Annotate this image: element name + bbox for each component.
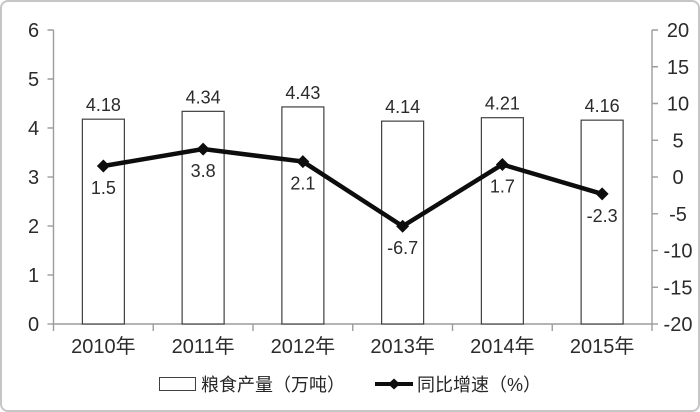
legend-item-growth-rate: 同比增速（%） <box>374 371 541 397</box>
bar-value-label: 4.18 <box>86 95 121 115</box>
x-axis-category-label: 2010年 <box>71 335 136 358</box>
x-axis-category-label: 2014年 <box>470 335 535 358</box>
bar-series-swatch-icon <box>158 377 196 391</box>
bar-value-label: 4.14 <box>385 97 420 117</box>
line-value-label: 1.5 <box>91 178 116 198</box>
bar-value-label: 4.43 <box>285 83 320 103</box>
line-value-label: 2.1 <box>290 174 315 194</box>
line-point-marker <box>396 219 410 233</box>
left-axis-tick-label: 5 <box>28 69 39 91</box>
bar-value-label: 4.16 <box>585 96 620 116</box>
line-value-label: 3.8 <box>191 161 216 181</box>
x-axis-category-label: 2013年 <box>370 335 435 358</box>
x-axis-category-label: 2012年 <box>271 335 336 358</box>
line-point-marker <box>96 159 110 173</box>
bar <box>81 118 125 325</box>
right-axis-tick-label: -20 <box>664 314 693 336</box>
right-axis-tick-label: -15 <box>664 277 693 299</box>
left-axis-tick-label: 1 <box>28 265 39 287</box>
line-point-marker <box>595 187 609 201</box>
left-axis-tick-label: 4 <box>28 118 39 140</box>
right-axis-tick-label: 10 <box>667 94 689 116</box>
line-point-marker <box>196 142 210 156</box>
left-axis-tick-label: 0 <box>28 314 39 336</box>
line-point-marker <box>296 155 310 169</box>
right-axis-tick-label: 15 <box>667 57 689 79</box>
right-axis-tick-label: -5 <box>669 204 687 226</box>
x-axis-category-label: 2011年 <box>172 335 235 358</box>
bar <box>381 120 425 325</box>
legend-item-grain-production: 粮食产量（万吨） <box>158 371 345 397</box>
bar <box>281 106 325 325</box>
chart-legend: 粮食产量（万吨） 同比增速（%） <box>2 370 698 398</box>
growth-rate-line <box>102 146 603 229</box>
left-axis-tick-label: 2 <box>28 216 39 238</box>
line-series-swatch-icon <box>374 378 413 390</box>
bar <box>480 117 524 325</box>
right-axis-tick-label: 20 <box>667 20 689 42</box>
left-axis-tick-label: 6 <box>28 20 39 42</box>
legend-label-grain-production: 粮食产量（万吨） <box>200 375 345 395</box>
line-value-label: -2.3 <box>587 206 618 226</box>
bar <box>580 119 624 325</box>
left-axis-tick-label: 3 <box>28 167 39 189</box>
line-value-label: 1.7 <box>490 177 515 197</box>
x-axis-category-label: 2015年 <box>570 335 635 358</box>
line-point-marker <box>495 158 509 172</box>
legend-label-growth-rate: 同比增速（%） <box>416 375 541 395</box>
right-axis-tick-label: 0 <box>672 167 683 189</box>
bar-value-label: 4.34 <box>186 87 221 107</box>
right-axis-tick-label: -10 <box>664 241 693 263</box>
right-axis-tick-label: 5 <box>672 130 683 152</box>
bar-value-label: 4.21 <box>485 94 520 114</box>
line-value-label: -6.7 <box>387 238 418 258</box>
